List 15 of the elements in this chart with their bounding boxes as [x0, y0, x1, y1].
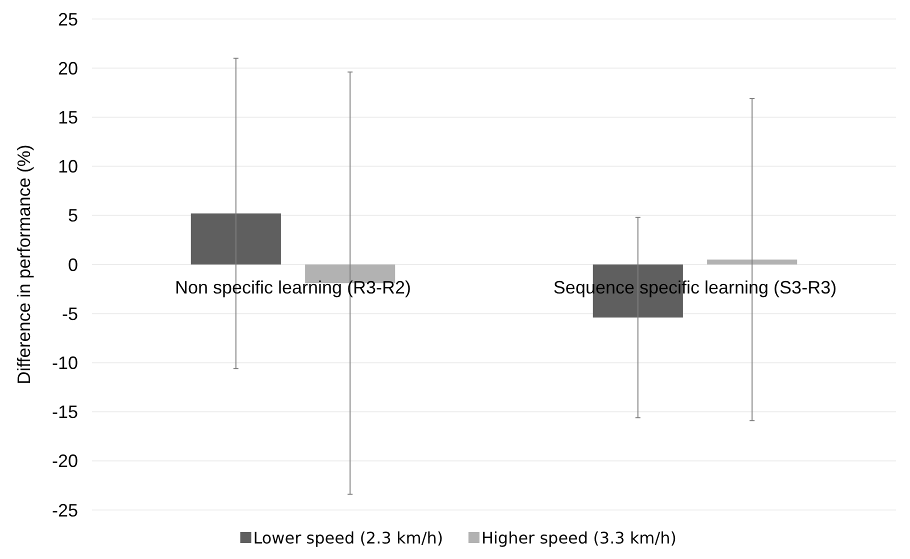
y-tick-label: 20 [58, 58, 78, 78]
y-tick-label: 5 [68, 206, 78, 226]
x-tick-label: Non specific learning (R3-R2) [174, 278, 412, 298]
y-tick-label: -20 [52, 451, 78, 472]
y-tick-label: 0 [68, 254, 78, 275]
y-tick-label: -15 [52, 402, 78, 422]
legend-label: Higher speed (3.3 km/h) [481, 528, 677, 548]
y-tick-label: 15 [58, 108, 78, 128]
legend-label: Lower speed (2.3 km/h) [253, 528, 444, 548]
y-tick-label: 10 [58, 156, 78, 177]
y-tick-label: -10 [52, 353, 78, 373]
y-axis-title: Difference in performance (%) [14, 144, 34, 384]
y-tick-label: -5 [62, 304, 78, 324]
y-tick-label: -25 [52, 500, 78, 520]
y-tick-label: 25 [58, 9, 78, 30]
